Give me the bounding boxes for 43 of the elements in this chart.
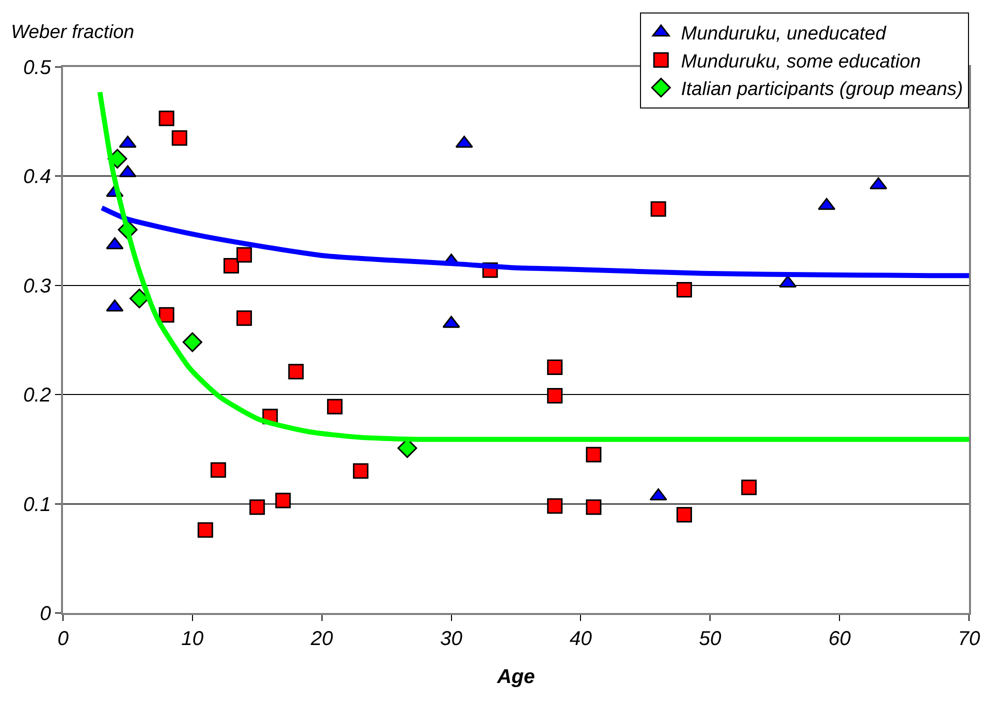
point — [352, 463, 368, 479]
y-axis-title: Weber fraction — [11, 22, 134, 43]
y-tick-label: 0.4 — [23, 166, 51, 188]
point — [182, 332, 202, 352]
point — [547, 498, 563, 514]
y-tick-label: 0.5 — [23, 57, 52, 79]
point — [130, 288, 150, 308]
point — [547, 388, 563, 404]
legend-label: Munduruku, some education — [681, 51, 921, 72]
x-axis-title: Age — [496, 666, 535, 688]
point — [249, 499, 265, 515]
point — [224, 258, 240, 274]
x-tick-label: 60 — [828, 628, 851, 650]
point — [741, 480, 757, 496]
point — [547, 360, 563, 376]
point — [172, 130, 188, 146]
point — [236, 247, 252, 263]
x-tick-label: 50 — [699, 628, 722, 650]
x-tick-label: 0 — [57, 628, 69, 650]
point — [676, 506, 692, 522]
point — [158, 110, 174, 126]
y-tick-label: 0.1 — [23, 494, 51, 516]
point — [275, 492, 291, 508]
point — [158, 307, 174, 323]
x-tick-label: 10 — [181, 628, 204, 650]
point — [327, 398, 343, 414]
x-tick-label: 30 — [440, 628, 462, 650]
x-tick-label: 70 — [958, 628, 980, 650]
point — [210, 462, 226, 478]
point — [676, 282, 692, 298]
point — [236, 310, 252, 326]
x-tick-label: 20 — [310, 628, 333, 650]
point — [288, 364, 304, 380]
legend-label: Italian participants (group means) — [681, 79, 963, 100]
y-tick-label: 0.3 — [23, 275, 51, 298]
x-tick-label: 40 — [570, 628, 592, 650]
point — [586, 499, 602, 515]
point — [586, 446, 602, 462]
legend-label: Munduruku, uneducated — [681, 24, 888, 45]
y-tick-label: 0.2 — [23, 384, 51, 407]
y-tick-label: 0 — [40, 603, 51, 625]
point — [650, 201, 666, 217]
point — [198, 522, 214, 538]
